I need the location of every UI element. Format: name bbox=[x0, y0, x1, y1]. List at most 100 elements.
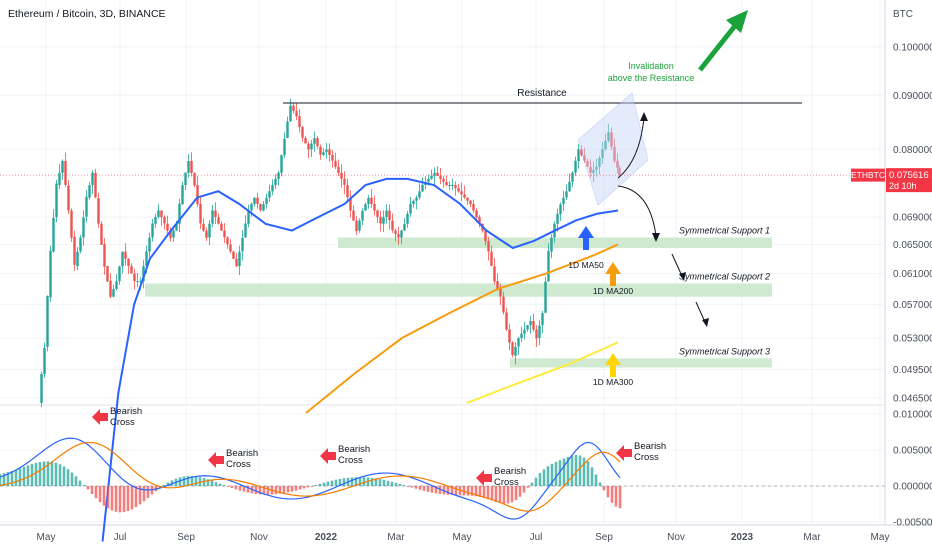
macd-histogram-bar bbox=[314, 484, 318, 486]
candle-body bbox=[544, 281, 547, 313]
osc-tick-label: -0.005000 bbox=[893, 518, 932, 529]
candle-body bbox=[382, 217, 385, 224]
candle-body bbox=[58, 172, 61, 186]
bearish-cross-5-word2: Cross bbox=[634, 452, 659, 463]
macd-histogram-bar bbox=[470, 486, 474, 496]
candle-body bbox=[70, 210, 73, 238]
candle-body bbox=[214, 210, 217, 217]
candle-body bbox=[385, 210, 388, 218]
candle-body bbox=[394, 230, 397, 235]
candle-body bbox=[94, 172, 97, 198]
macd-histogram-bar bbox=[126, 486, 130, 512]
macd-histogram-bar bbox=[322, 482, 326, 486]
candle-body bbox=[202, 223, 205, 231]
macd-histogram-bar bbox=[110, 486, 114, 511]
candle-body bbox=[145, 251, 148, 266]
macd-histogram-bar bbox=[242, 486, 246, 492]
candle-body bbox=[292, 105, 295, 111]
candle-body bbox=[577, 149, 580, 162]
macd-histogram-bar bbox=[426, 486, 430, 492]
candle-body bbox=[618, 168, 621, 176]
macd-histogram-bar bbox=[578, 455, 582, 486]
macd-histogram-bar bbox=[538, 473, 542, 486]
candle-body bbox=[532, 321, 535, 330]
price-tick-label: 0.053000 bbox=[893, 334, 932, 345]
candle-body bbox=[55, 183, 58, 218]
candle-body bbox=[187, 161, 190, 173]
candle-body bbox=[223, 230, 226, 238]
ma200-label: 1D MA200 bbox=[593, 286, 633, 296]
candle-body bbox=[283, 138, 286, 156]
candle-body bbox=[601, 149, 604, 158]
ma200-line bbox=[305, 243, 619, 414]
bearish-cross-1: Bearish Cross bbox=[92, 406, 142, 428]
macd-histogram-bar bbox=[582, 457, 586, 486]
macd-histogram-bar bbox=[302, 486, 306, 489]
projection-down-arrowhead bbox=[652, 233, 660, 242]
macd-histogram-bar bbox=[262, 486, 266, 495]
candle-body bbox=[556, 213, 559, 224]
time-tick-label: May bbox=[37, 532, 56, 543]
bearish-cross-4-word2: Cross bbox=[494, 477, 519, 488]
time-axis-labels: May Jul Sep Nov 2022 Mar May Jul Sep Nov 2023 Mar Ma… bbox=[37, 532, 890, 543]
macd-histogram-bar bbox=[190, 476, 194, 486]
ma50-arrow-icon bbox=[578, 226, 594, 250]
bearish-cross-2-word1: Bearish bbox=[226, 448, 258, 459]
macd-histogram-bar bbox=[594, 474, 598, 486]
bearish-cross-4: Bearish Cross bbox=[476, 466, 526, 488]
macd-histogram-bar bbox=[550, 463, 554, 486]
candle-body bbox=[586, 160, 589, 167]
candle-body bbox=[88, 185, 91, 198]
candle-body bbox=[475, 210, 478, 218]
macd-histogram-bar bbox=[286, 486, 290, 493]
candle-body bbox=[142, 266, 145, 282]
invalidation-text-line1: Invalidation bbox=[628, 61, 674, 71]
macd-histogram-bar bbox=[482, 486, 486, 498]
bearish-cross-2-word2: Cross bbox=[226, 459, 251, 470]
candle-body bbox=[331, 154, 334, 161]
candle-body bbox=[64, 160, 67, 185]
candle-body bbox=[496, 281, 499, 289]
candle-body bbox=[352, 210, 355, 221]
candle-body bbox=[232, 251, 235, 259]
candle-body bbox=[49, 250, 52, 298]
candle-body bbox=[244, 223, 247, 238]
macd-histogram-bar bbox=[506, 486, 510, 504]
macd-histogram-bar bbox=[434, 486, 438, 494]
ma50-label: 1D MA50 bbox=[568, 260, 604, 270]
candle-body bbox=[121, 251, 124, 267]
candle-body bbox=[310, 143, 313, 150]
candle-body bbox=[616, 160, 619, 168]
candle-body bbox=[157, 210, 160, 217]
signal-line bbox=[0, 441, 621, 512]
candle-body bbox=[571, 172, 574, 182]
bearish-cross-2-arrow-icon bbox=[208, 452, 224, 468]
macd-histogram-bar bbox=[334, 479, 338, 486]
bearish-cross-3: Bearish Cross bbox=[320, 444, 370, 466]
macd-histogram-bar bbox=[218, 483, 222, 486]
macd-histogram-bar bbox=[0, 474, 2, 486]
macd-histogram-bar bbox=[178, 477, 182, 486]
macd-histogram-bar bbox=[398, 484, 402, 486]
candle-body bbox=[514, 346, 517, 356]
support-zone-1 bbox=[338, 237, 772, 249]
macd-histogram-bar bbox=[498, 486, 502, 504]
candle-body bbox=[79, 237, 82, 252]
price-tick-label: 0.090000 bbox=[893, 91, 932, 102]
candle-body bbox=[403, 224, 406, 231]
candle-body bbox=[550, 237, 553, 252]
macd-histogram-bar bbox=[478, 486, 482, 497]
time-tick-label: Nov bbox=[250, 532, 268, 543]
ma300-arrow-icon bbox=[605, 353, 621, 377]
candle-body bbox=[265, 197, 268, 205]
candle-body bbox=[427, 178, 430, 182]
candle-body bbox=[247, 210, 250, 224]
price-axis-unit: BTC bbox=[893, 9, 913, 20]
macd-histogram-bar bbox=[610, 486, 614, 503]
candle-body bbox=[541, 313, 544, 326]
price-tick-label: 0.057000 bbox=[893, 300, 932, 311]
rising-channel bbox=[577, 92, 649, 206]
macd-histogram-bar bbox=[58, 464, 62, 486]
bearish-cross-3-word2: Cross bbox=[338, 455, 363, 466]
